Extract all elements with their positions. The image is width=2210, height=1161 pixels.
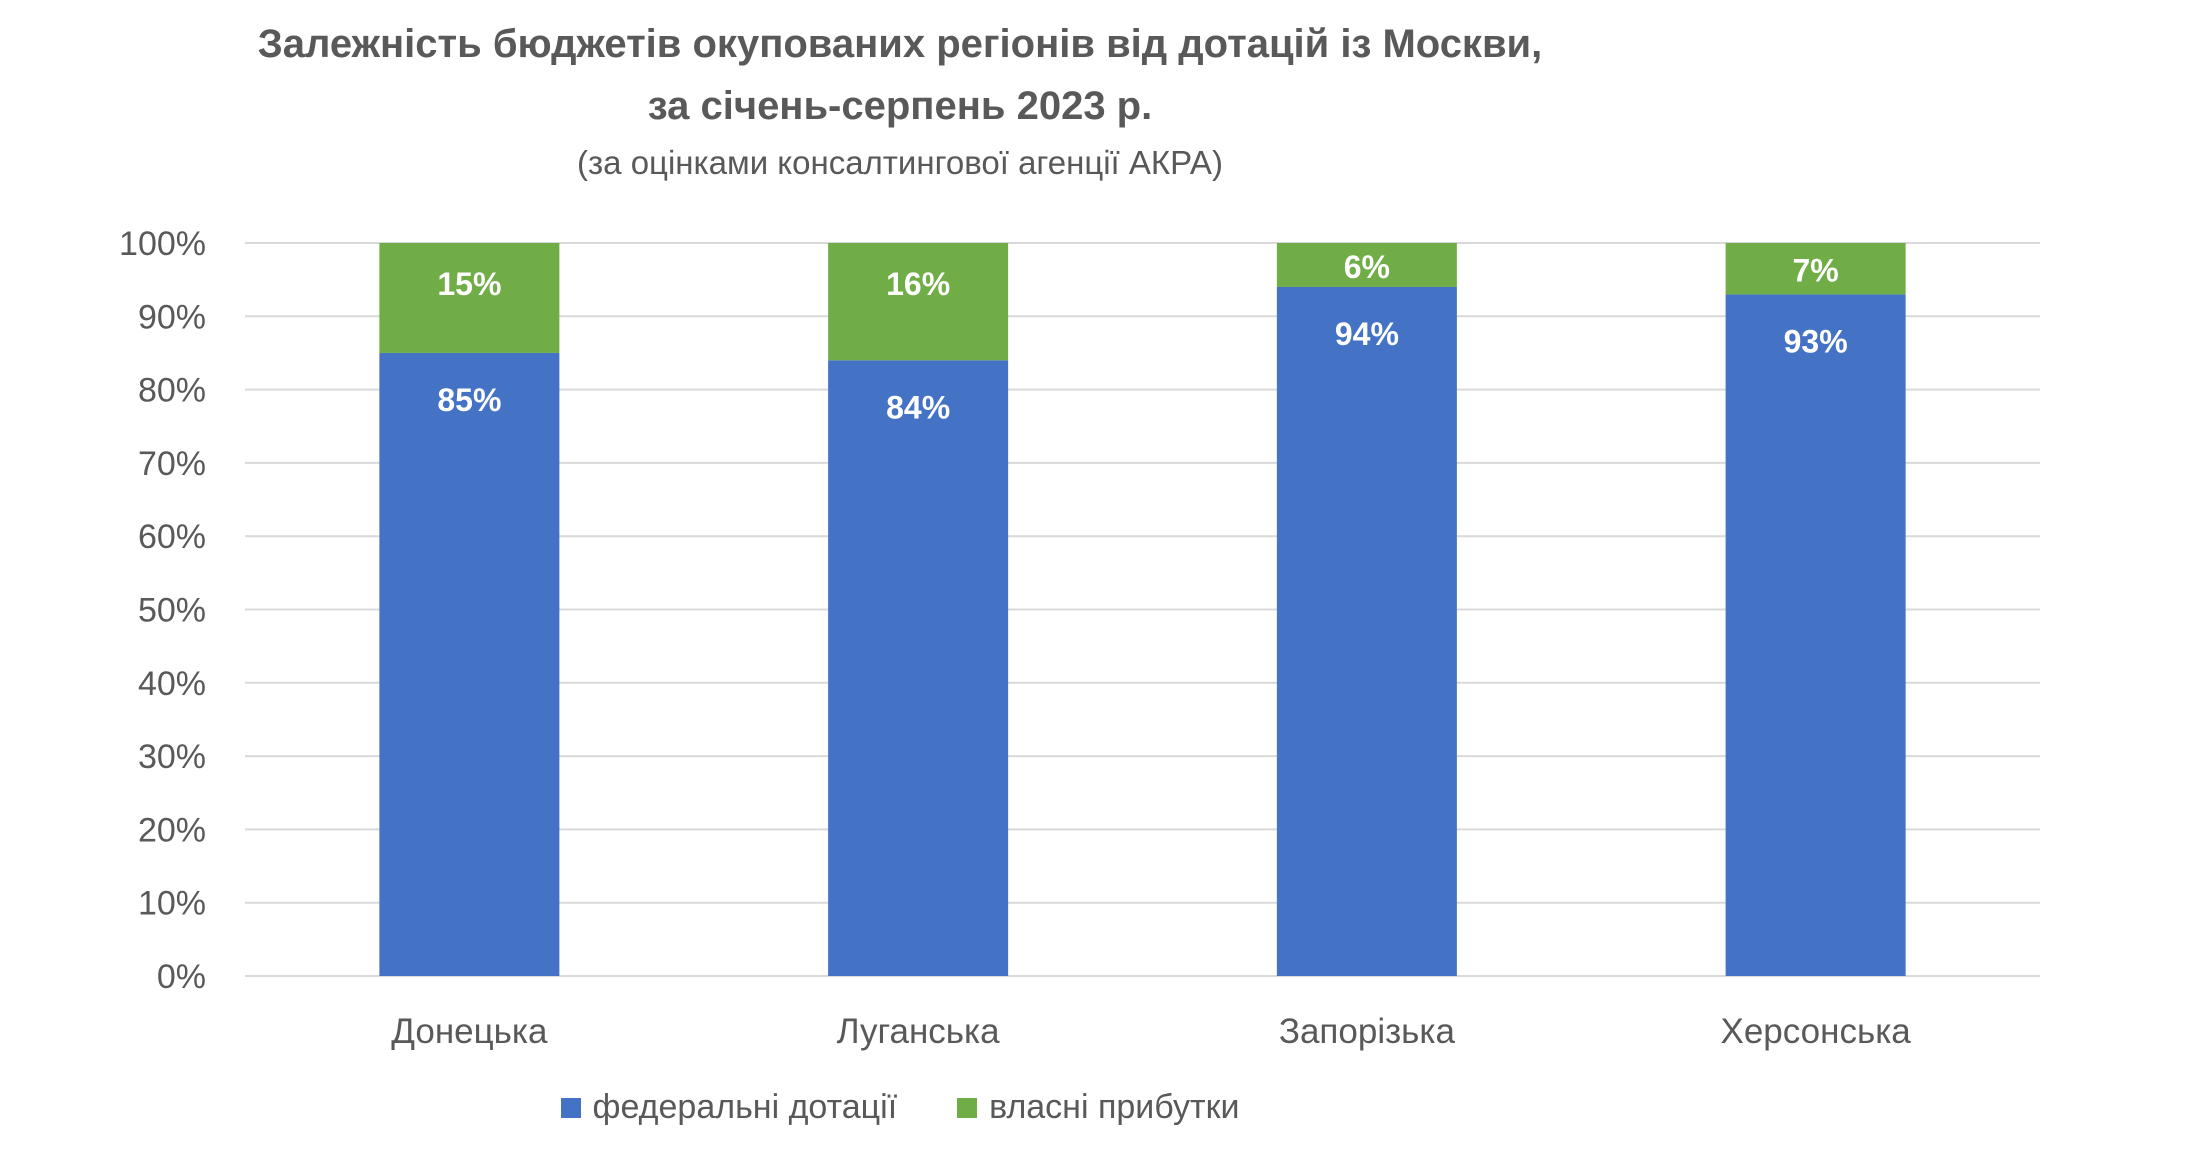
data-label: 6%	[1344, 249, 1390, 285]
y-tick-label: 30%	[138, 738, 206, 776]
chart-title: Залежність бюджетів окупованих регіонів …	[257, 22, 1543, 66]
bar-segment	[828, 243, 1009, 361]
y-tick-label: 100%	[119, 225, 206, 263]
legend-label-own: власні прибутки	[989, 1088, 1240, 1126]
bar-segment	[1725, 294, 1906, 976]
x-tick-label: Херсонська	[1721, 1012, 1912, 1051]
chart-title-line2: за січень-серпень 2023 р.	[647, 84, 1153, 128]
y-tick-label: 70%	[138, 445, 206, 483]
y-tick-label: 0%	[157, 958, 206, 996]
data-label: 16%	[886, 266, 950, 302]
data-label: 93%	[1784, 323, 1848, 359]
x-tick-label: Луганська	[837, 1012, 1000, 1051]
bar-segment	[828, 360, 1009, 976]
y-tick-label: 40%	[138, 665, 206, 703]
x-tick-label: Запорізька	[1279, 1012, 1456, 1051]
bar-segment	[379, 352, 560, 976]
y-tick-label: 10%	[138, 885, 206, 923]
bar-segment	[1725, 243, 1906, 295]
legend-swatch-own	[957, 1097, 978, 1118]
legend-label-federal: федеральні дотації	[592, 1088, 898, 1126]
y-tick-label: 20%	[138, 811, 206, 849]
chart-subtitle: (за оцінками консалтингової агенції АКРА…	[577, 144, 1223, 181]
bar-segment	[1276, 243, 1457, 287]
data-label: 15%	[437, 266, 501, 302]
bar-segment	[1276, 286, 1457, 977]
y-tick-label: 60%	[138, 518, 206, 556]
x-tick-label: Донецька	[391, 1012, 548, 1051]
data-label: 84%	[886, 389, 950, 425]
y-tick-label: 90%	[138, 298, 206, 336]
legend-item-own: власні прибутки	[957, 1088, 1239, 1127]
data-label: 85%	[437, 382, 501, 418]
y-tick-label: 80%	[138, 372, 206, 410]
legend-swatch-federal	[560, 1097, 581, 1118]
data-label: 94%	[1335, 316, 1399, 352]
y-tick-label: 50%	[138, 592, 206, 630]
data-label: 7%	[1793, 253, 1839, 289]
legend: федеральні дотації власні прибутки	[0, 1088, 1800, 1127]
bar-segment	[379, 243, 560, 353]
legend-item-federal: федеральні дотації	[560, 1088, 898, 1127]
